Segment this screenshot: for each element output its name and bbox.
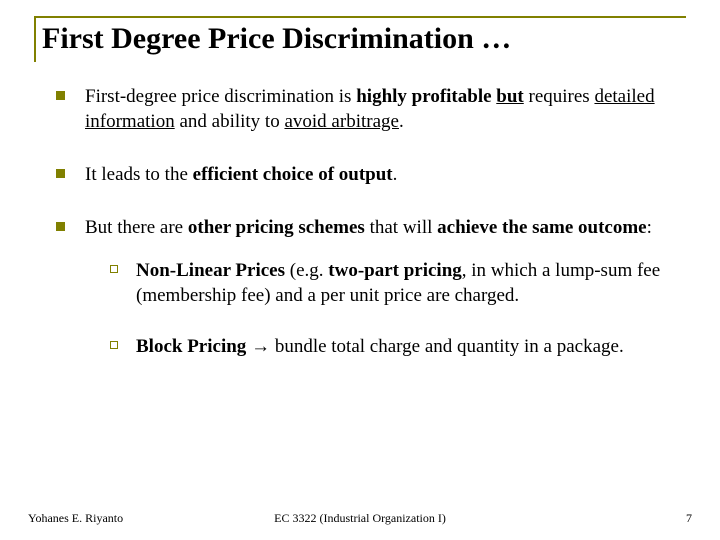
sub-bullet-1-text: Non-Linear Prices (e.g. two-part pricing… [136, 258, 676, 308]
bullet-outline-square-icon [110, 265, 118, 273]
text: requires [524, 86, 595, 107]
footer-author: Yohanes E. Riyanto [28, 511, 123, 526]
footer-course: EC 3322 (Industrial Organization I) [274, 511, 446, 526]
text-bold: efficient choice of output [193, 164, 393, 185]
text: It leads to the [85, 164, 193, 185]
text: . [399, 111, 404, 132]
text: First-degree price discrimination is [85, 86, 356, 107]
slide: First Degree Price Discrimination … Firs… [0, 0, 720, 540]
text: (e.g. [285, 260, 328, 281]
title-rule [34, 16, 686, 18]
bullet-1-text: First-degree price discrimination is hig… [85, 84, 676, 134]
text-bold: achieve the same outcome [437, 217, 646, 238]
text: But there are [85, 217, 188, 238]
footer-page-number: 7 [686, 511, 692, 526]
sub-bullet-2-text: Block Pricing → bundle total charge and … [136, 334, 624, 359]
bullet-2: It leads to the efficient choice of outp… [56, 162, 676, 187]
sub-bullet-2: Block Pricing → bundle total charge and … [110, 334, 676, 359]
bullet-1: First-degree price discrimination is hig… [56, 84, 676, 134]
text-bold: two-part pricing [328, 260, 462, 281]
title-side-rule [34, 16, 36, 62]
bullet-3: But there are other pricing schemes that… [56, 215, 676, 240]
slide-body: First-degree price discrimination is hig… [56, 84, 676, 386]
text-bold: highly profitable [356, 86, 491, 107]
text-bold: Non-Linear Prices [136, 260, 285, 281]
text: . [393, 164, 398, 185]
sub-bullet-list: Non-Linear Prices (e.g. two-part pricing… [110, 258, 676, 359]
text: : [647, 217, 652, 238]
text: and ability to [175, 111, 285, 132]
page-title: First Degree Price Discrimination … [42, 22, 511, 56]
text-bold: other pricing schemes [188, 217, 365, 238]
text: → bundle total charge and quantity in a … [246, 336, 623, 357]
text-bold: Block Pricing [136, 336, 246, 357]
bullet-outline-square-icon [110, 341, 118, 349]
text-underline: avoid arbitrage [284, 111, 398, 132]
text-bold-underline: but [496, 86, 523, 107]
bullet-square-icon [56, 91, 65, 100]
footer: Yohanes E. Riyanto EC 3322 (Industrial O… [28, 511, 692, 526]
bullet-square-icon [56, 222, 65, 231]
bullet-2-text: It leads to the efficient choice of outp… [85, 162, 397, 187]
text: that will [365, 217, 437, 238]
bullet-square-icon [56, 169, 65, 178]
sub-bullet-1: Non-Linear Prices (e.g. two-part pricing… [110, 258, 676, 308]
bullet-3-text: But there are other pricing schemes that… [85, 215, 652, 240]
